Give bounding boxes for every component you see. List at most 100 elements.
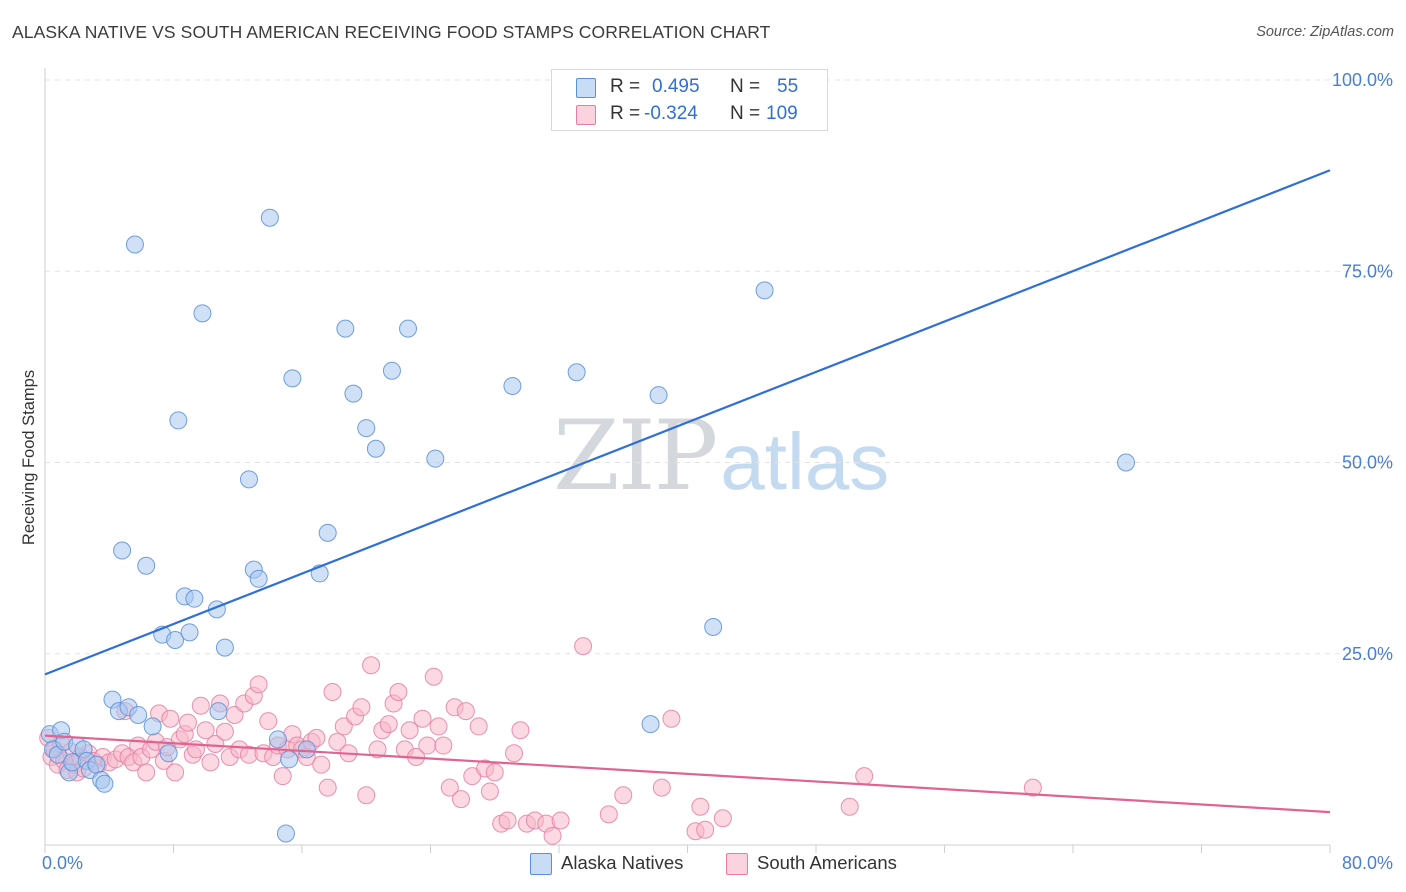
point-south-americans (551, 811, 570, 830)
point-alaska-natives (336, 319, 355, 338)
point-south-americans (511, 721, 530, 740)
point-south-americans (662, 709, 681, 728)
point-south-americans (196, 721, 215, 740)
point-south-americans (480, 782, 499, 801)
point-alaska-natives (125, 235, 144, 254)
point-south-americans (334, 717, 353, 736)
chart-source: Source: ZipAtlas.com (1256, 24, 1394, 40)
point-south-americans (379, 715, 398, 734)
point-south-americans (691, 797, 710, 816)
point-south-americans (201, 753, 220, 772)
point-alaska-natives (249, 569, 268, 588)
r-label: R = (610, 103, 641, 124)
point-south-americans (614, 786, 633, 805)
point-south-americans (574, 637, 593, 656)
point-alaska-natives (166, 630, 185, 649)
point-south-americans (652, 778, 671, 797)
watermark-atlas: atlas (720, 417, 890, 506)
r-value: -0.324 (644, 103, 698, 124)
n-value: 55 (777, 76, 799, 97)
x-tick-label: 80.0% (1342, 853, 1393, 873)
point-alaska-natives (209, 702, 228, 721)
point-south-americans (206, 735, 225, 754)
point-alaska-natives (280, 750, 299, 769)
point-south-americans (323, 683, 342, 701)
y-tick-label: 100.0% (1332, 70, 1393, 90)
watermark-zip: ZIP (553, 400, 718, 512)
legend-label-alaska-natives: Alaska Natives (561, 852, 684, 873)
point-alaska-natives (87, 755, 106, 774)
point-south-americans (456, 702, 475, 721)
y-tick-label: 25.0% (1342, 644, 1393, 664)
point-south-americans (215, 722, 234, 741)
point-south-americans (452, 790, 471, 809)
r-value: 0.495 (652, 76, 700, 97)
point-south-americans (161, 709, 180, 728)
point-alaska-natives (95, 774, 114, 793)
point-south-americans (328, 732, 347, 751)
point-alaska-natives (193, 304, 212, 323)
y-tick-label: 75.0% (1342, 261, 1393, 281)
point-south-americans (599, 805, 618, 824)
trendline-south-americans (44, 734, 1331, 814)
point-alaska-natives (641, 715, 660, 734)
point-alaska-natives (755, 281, 774, 300)
point-alaska-natives (344, 384, 363, 403)
point-alaska-natives (180, 623, 199, 642)
point-alaska-natives (649, 386, 668, 405)
point-south-americans (1023, 778, 1042, 797)
point-alaska-natives (297, 740, 316, 759)
point-south-americans (191, 696, 210, 715)
chart-title: ALASKA NATIVE VS SOUTH AMERICAN RECEIVIN… (12, 22, 771, 42)
point-south-americans (178, 713, 197, 732)
point-alaska-natives (159, 744, 178, 763)
point-south-americans (273, 767, 292, 786)
point-alaska-natives (276, 824, 295, 843)
point-alaska-natives (283, 369, 302, 388)
point-south-americans (166, 763, 185, 782)
stats-row-south-americans: R = -0.324 N = 109 (552, 101, 827, 127)
point-south-americans (505, 744, 524, 763)
point-alaska-natives (382, 361, 401, 380)
point-south-americans (424, 667, 443, 686)
r-label: R = (610, 76, 641, 97)
point-south-americans (713, 809, 732, 828)
point-alaska-natives (129, 705, 148, 724)
n-label: N = (730, 103, 761, 124)
point-south-americans (434, 736, 453, 755)
point-alaska-natives (215, 638, 234, 657)
point-alaska-natives (399, 319, 418, 338)
point-south-americans (362, 656, 381, 675)
y-tick-label: 50.0% (1342, 453, 1393, 473)
point-alaska-natives (268, 730, 287, 749)
point-south-americans (485, 763, 504, 782)
point-alaska-natives (357, 419, 376, 438)
point-alaska-natives (260, 208, 279, 227)
stats-row-alaska-natives: R = 0.495 N = 55 (552, 74, 827, 100)
legend-swatch-alaska-natives (530, 853, 552, 875)
point-south-americans (249, 675, 268, 694)
point-south-americans (368, 740, 387, 759)
stats-legend: R = 0.495 N = 55 R = -0.324 N = 109 (551, 69, 828, 131)
point-south-americans (840, 797, 859, 816)
point-alaska-natives (185, 589, 204, 608)
n-value: 109 (766, 103, 798, 124)
watermark: ZIPatlas (553, 400, 889, 512)
point-south-americans (696, 820, 715, 839)
point-alaska-natives (366, 439, 385, 458)
point-south-americans (137, 763, 156, 782)
point-alaska-natives (169, 411, 188, 430)
point-south-americans (312, 755, 331, 774)
point-south-americans (413, 709, 432, 728)
point-alaska-natives (143, 717, 162, 736)
x-tick-label: 0.0% (42, 853, 83, 873)
point-alaska-natives (113, 541, 132, 560)
legend-swatch-alaska-natives (576, 78, 596, 98)
point-south-americans (318, 778, 337, 797)
legend-swatch-south-americans (726, 853, 748, 875)
point-south-americans (307, 728, 326, 747)
point-alaska-natives (426, 449, 445, 468)
trendline-alaska-natives (44, 169, 1331, 676)
point-south-americans (498, 811, 517, 830)
